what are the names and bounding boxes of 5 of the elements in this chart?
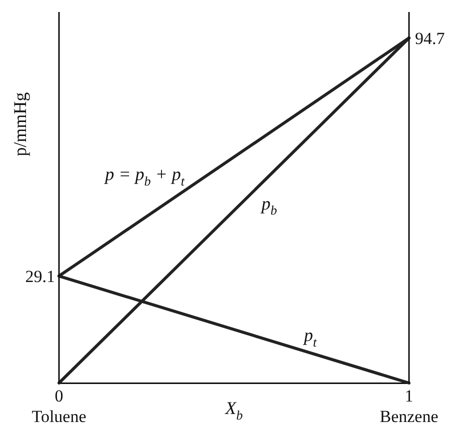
annotation: 94.7 [415,29,446,48]
annotation: 29.1 [25,267,55,286]
x-tick-label: 0 Toluene [32,386,86,426]
x-tick-label: 1 Benzene [380,386,438,426]
y-axis-title: p/mmHg [10,92,30,156]
